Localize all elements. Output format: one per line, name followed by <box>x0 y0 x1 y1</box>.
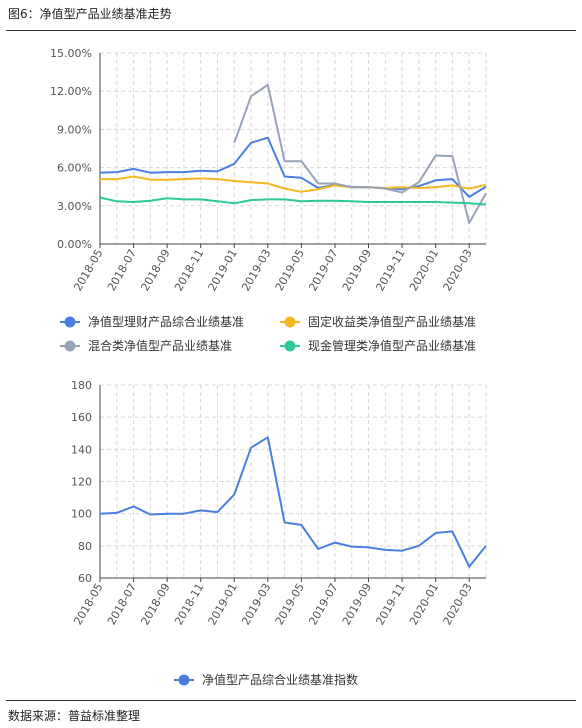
legend-marker <box>178 674 190 686</box>
x-tick-label: 2018-07 <box>105 247 139 293</box>
x-tick-label: 2019-05 <box>273 247 307 293</box>
x-tick-label: 2020-03 <box>441 247 475 293</box>
y-tick-label: 60 <box>78 572 92 585</box>
x-tick-label: 2019-09 <box>340 247 374 293</box>
y-tick-label: 6.00% <box>57 162 92 175</box>
y-tick-label: 0.00% <box>57 238 92 251</box>
bottom-rule <box>6 700 576 701</box>
figure-title: 图6：净值型产品业绩基准走势 <box>8 7 172 21</box>
x-tick-label: 2018-11 <box>172 247 206 293</box>
x-tick-label: 2019-05 <box>273 581 307 627</box>
x-tick-label: 2020-03 <box>441 581 475 627</box>
y-tick-label: 120 <box>71 476 92 489</box>
x-tick-label: 2019-07 <box>306 581 340 627</box>
y-tick-label: 180 <box>71 379 92 392</box>
y-tick-label: 3.00% <box>57 200 92 213</box>
legend-marker <box>64 316 76 328</box>
x-tick-label: 2019-07 <box>306 247 340 293</box>
series-line-1 <box>99 136 487 198</box>
x-tick-label: 2019-01 <box>206 581 240 627</box>
y-tick-label: 15.00% <box>50 47 92 60</box>
x-tick-label: 2020-01 <box>407 581 441 627</box>
series-line-1 <box>99 436 487 568</box>
series-line-2 <box>100 175 487 193</box>
x-tick-label: 2018-05 <box>71 247 105 293</box>
chart-yield-benchmarks: 0.00%3.00%6.00%9.00%12.00%15.00%2018-05 2… <box>50 47 487 353</box>
x-tick-label: 2020-01 <box>407 247 441 293</box>
legend-marker <box>284 316 296 328</box>
chart-benchmark-index: 60 80 100 120 140 160 180 2018-05 2018-07 2018-09… <box>71 379 487 687</box>
legend-label: 净值型产品综合业绩基准指数 <box>202 672 358 687</box>
y-tick-label: 9.00% <box>57 123 92 136</box>
x-tick-label: 2019-09 <box>340 581 374 627</box>
legend-label: 现金管理类净值型产品业绩基准 <box>308 338 476 353</box>
series-line-4 <box>99 196 487 206</box>
y-tick-label: 80 <box>78 540 92 553</box>
x-tick-label: 2019-03 <box>239 247 273 293</box>
y-tick-label: 100 <box>71 508 92 521</box>
legend-label: 净值型理财产品综合业绩基准 <box>88 314 244 329</box>
top-rule <box>6 30 576 31</box>
x-tick-label: 2019-11 <box>373 247 407 293</box>
y-tick-label: 160 <box>71 411 92 424</box>
y-tick-label: 12.00% <box>50 85 92 98</box>
x-tick-label: 2019-03 <box>239 581 273 627</box>
x-tick-label: 2019-11 <box>373 581 407 627</box>
legend-label: 固定收益类净值型产品业绩基准 <box>308 314 476 329</box>
legend-marker <box>64 340 76 352</box>
x-tick-label: 2019-01 <box>206 247 240 293</box>
source-note: 数据来源：普益标准整理 <box>8 709 141 723</box>
x-tick-label: 2018-05 <box>71 581 105 627</box>
legend-marker <box>284 340 296 352</box>
x-tick-label: 2018-09 <box>138 581 172 627</box>
legend-label: 混合类净值型产品业绩基准 <box>88 338 232 353</box>
x-tick-label: 2018-07 <box>105 581 139 627</box>
y-tick-label: 140 <box>71 443 92 456</box>
series-line-3 <box>233 83 487 224</box>
x-tick-label: 2018-11 <box>172 581 206 627</box>
x-tick-label: 2018-09 <box>138 247 172 293</box>
